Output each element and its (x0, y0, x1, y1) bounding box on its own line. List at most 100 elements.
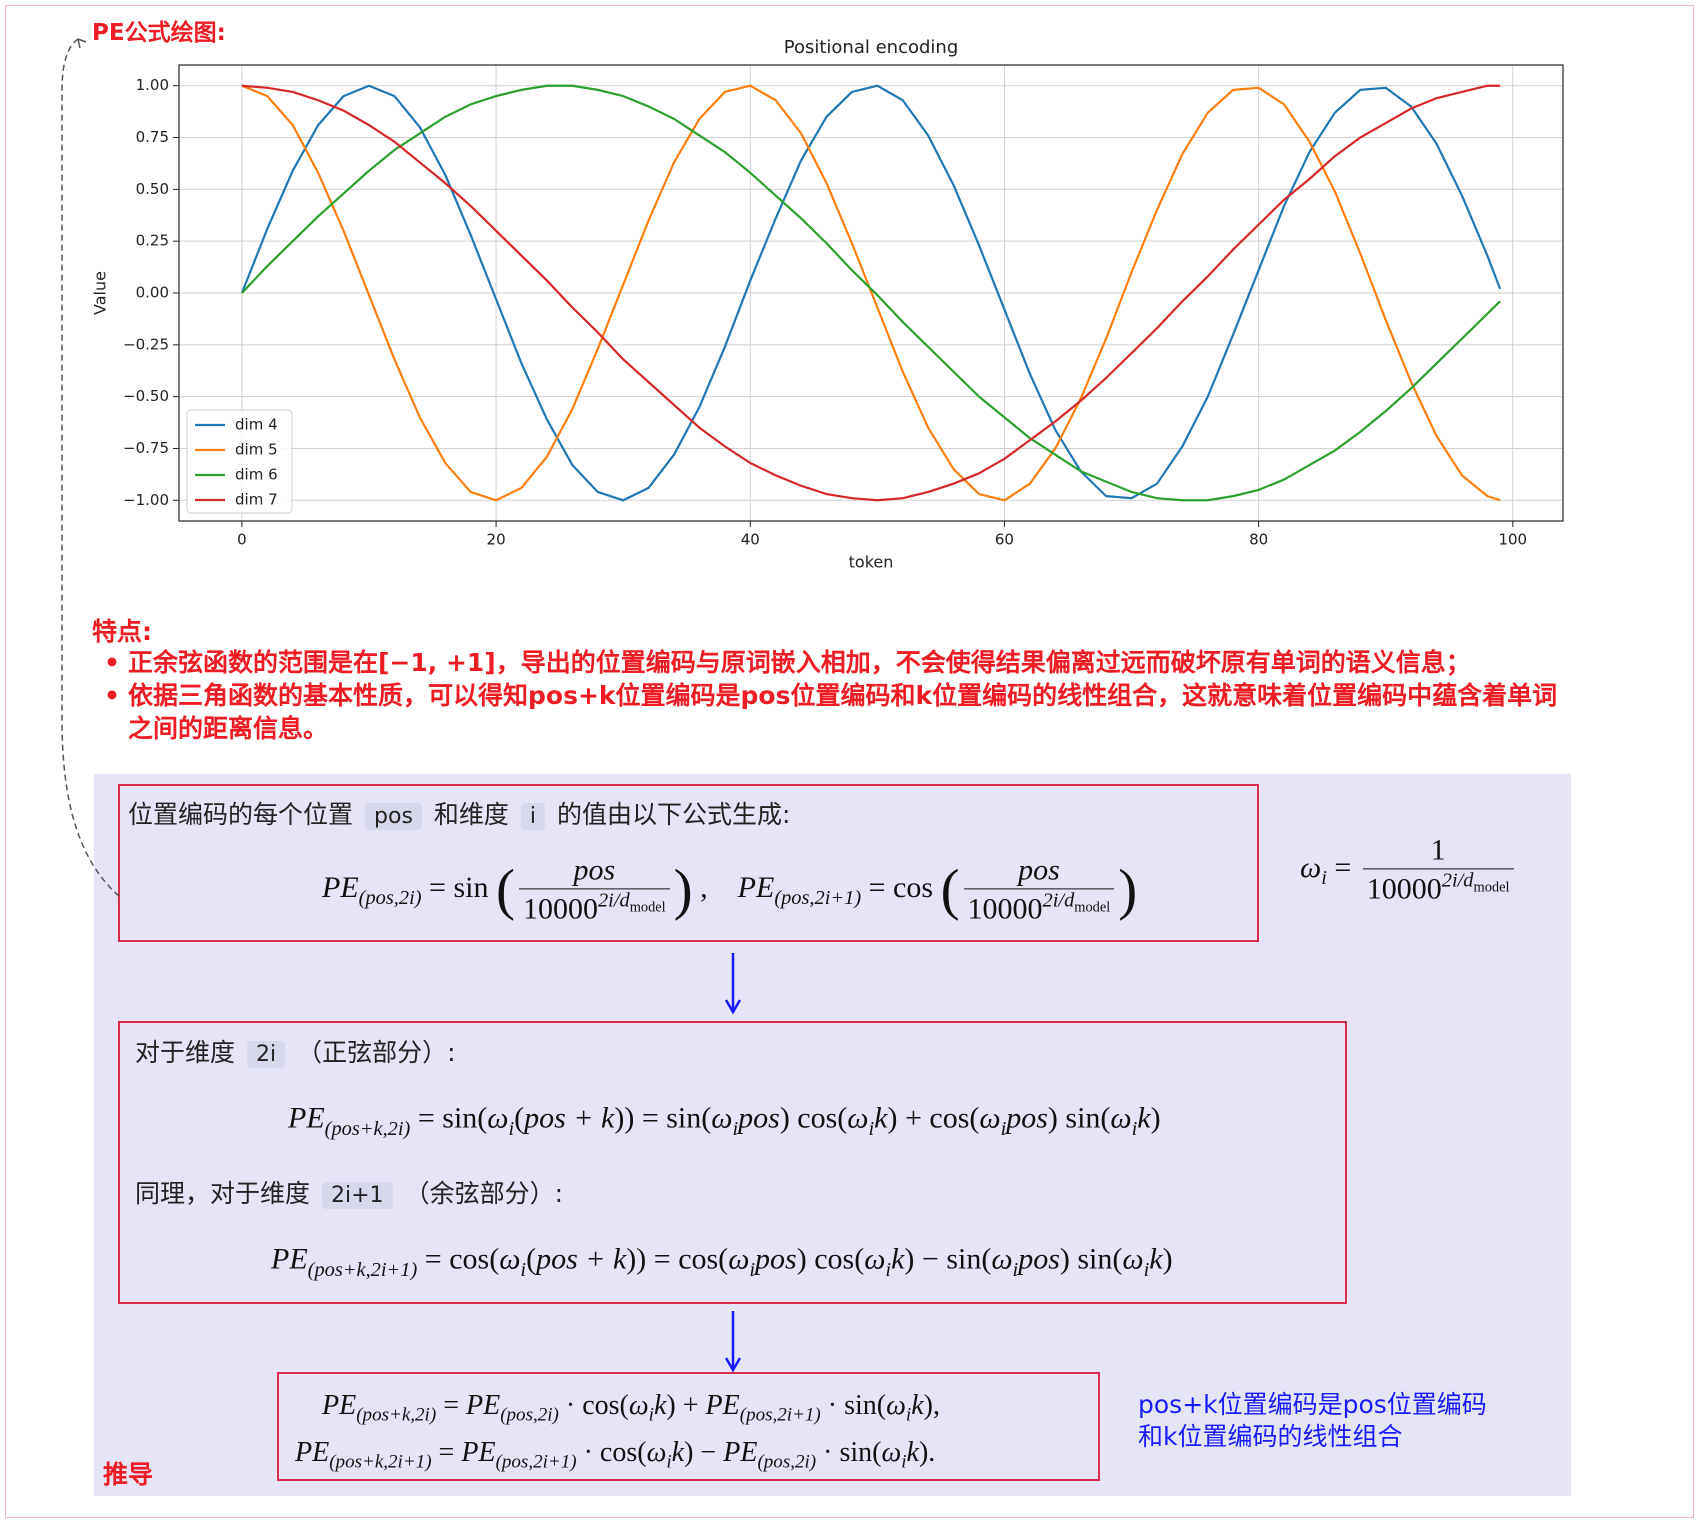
math-it: k (1137, 1101, 1151, 1135)
math-rm: )) = cos( (626, 1242, 729, 1276)
math-it: ω (499, 1242, 521, 1276)
math-it: ω (1110, 1101, 1132, 1135)
x-tick-label: 80 (1249, 531, 1268, 549)
math-rm: 10000 (1366, 872, 1442, 906)
line (241, 84, 1501, 502)
math-it: k (653, 1389, 667, 1421)
math-rm: ( (514, 1101, 525, 1135)
math-it: PE (705, 1389, 740, 1421)
math-it: pos (1006, 1101, 1048, 1135)
numerator: pos (963, 853, 1115, 889)
math-it: ω (711, 1101, 733, 1135)
math-rm: = (431, 1436, 462, 1468)
math-big: ) (1118, 858, 1138, 922)
math-rm: 10000 (522, 892, 598, 926)
math-sub: (pos+k,2i+1) (329, 1451, 432, 1473)
math-sub: i (905, 1404, 912, 1426)
formula: PE(pos+k,2i+1) = PE(pos,2i+1) · cos(ωik)… (295, 1436, 935, 1475)
line (241, 84, 1501, 502)
formula-box (118, 1021, 1347, 1304)
math-it: k (1149, 1242, 1163, 1276)
x-axis-label: token (849, 553, 894, 572)
x-tick-label: 20 (487, 531, 506, 549)
math-it: PE (295, 1436, 330, 1468)
math-rm: ) − sin( (904, 1242, 992, 1276)
y-tick-label: 0.75 (136, 128, 169, 146)
math-sub: i (1143, 1258, 1150, 1281)
section-label: 推导 (103, 1460, 154, 1489)
math-it: ω (487, 1101, 509, 1135)
text: 同理，对于维度 (135, 1179, 311, 1208)
fraction: pos 100002i/dmodel (963, 853, 1115, 927)
math-sub: i (520, 1258, 527, 1281)
math-it: k (911, 1389, 924, 1421)
math-sub: i (749, 1258, 756, 1281)
math-big: ( (940, 858, 960, 922)
axes-frame (178, 64, 1564, 522)
math-rm: · sin( (820, 1389, 887, 1421)
math-big: ( (495, 858, 515, 922)
feature-item: 依据三角函数的基本性质，可以得知pos+k位置编码是pos位置编码和k位置编码的… (104, 679, 1568, 745)
x-tick-label: 40 (741, 531, 760, 549)
legend-label: dim 5 (235, 441, 278, 459)
math-rm: ) cos( (796, 1242, 865, 1276)
math-it: ω (646, 1436, 667, 1468)
text: 位置编码的每个位置 (128, 800, 354, 829)
x-tick-label: 100 (1498, 531, 1527, 549)
intro-line: 对于维度 2i （正弦部分）: (135, 1033, 456, 1069)
math-sub: (pos,2i+1) (774, 887, 862, 910)
y-tick-label: −0.50 (123, 387, 169, 405)
math-sub: i (508, 1117, 515, 1140)
denominator: 100002i/dmodel (519, 889, 670, 927)
math-it: pos + k (536, 1242, 627, 1276)
note-line: pos+k位置编码是pos位置编码 (1138, 1390, 1487, 1419)
math-sub: i (885, 1258, 892, 1281)
y-tick-label: −0.25 (123, 335, 169, 353)
chart: Positional encoding −1.00 −0.75 −0.50 −0.25 0… (91, 37, 1564, 572)
math-it: PE (288, 1101, 325, 1135)
code-chip: 2i (247, 1041, 286, 1068)
math-it: ω (847, 1101, 869, 1135)
math-it: ω (881, 1436, 902, 1468)
math-rm: ) + cos( (887, 1101, 980, 1135)
chart-panel: Positional encoding −1.00 −0.75 −0.50 −0.25 0… (81, 27, 1574, 584)
math-rm: ) sin( (1059, 1242, 1123, 1276)
math-it: ω (979, 1101, 1001, 1135)
math-sub: i (1321, 867, 1327, 890)
math-rm: = sin (421, 870, 496, 904)
math-rm: , (692, 870, 738, 904)
line (240, 84, 1502, 502)
legend-label: dim 6 (235, 466, 278, 484)
intro-line: 同理，对于维度 2i+1 （余弦部分）: (135, 1174, 563, 1210)
math-sub: (pos+k,2i+1) (307, 1258, 418, 1281)
math-it: ω (864, 1242, 886, 1276)
math-sub: (pos,2i+1) (739, 1404, 821, 1426)
math-rm: · sin( (816, 1436, 882, 1468)
x-tick-label: 0 (237, 531, 247, 549)
math-it: ω (1122, 1242, 1144, 1276)
y-tick-label: 0.25 (136, 232, 169, 250)
math-it: PE (737, 870, 775, 904)
feature-item: 正余弦函数的范围是在[−1, +1]，导出的位置编码与原词嵌入相加，不会使得结果… (104, 646, 1568, 679)
math-sub: (pos,2i) (757, 1451, 817, 1473)
features-title: 特点: (92, 617, 152, 646)
math-sub: (pos,2i+1) (495, 1451, 577, 1473)
line (241, 84, 1501, 502)
math-it: PE (465, 1389, 501, 1421)
text: 的值由以下公式生成: (557, 800, 791, 829)
math-rm: ) cos( (779, 1101, 848, 1135)
y-tick-label: −1.00 (123, 491, 169, 509)
math-sup: 2i/d (597, 888, 630, 911)
legend-label: dim 4 (235, 416, 278, 434)
math-big: ) (673, 858, 693, 922)
code-chip: i (520, 803, 546, 830)
math-it: k (891, 1242, 905, 1276)
math-it: pos + k (524, 1101, 615, 1135)
legend-label: dim 7 (235, 491, 278, 509)
formula: PE(pos,2i) = sin (pos 100002i/dmodel) , P… (322, 853, 1137, 926)
math-rm: = (436, 1389, 466, 1421)
math-rm: ). (918, 1436, 936, 1468)
denominator: 100002i/dmodel (964, 889, 1115, 927)
math-sub: (pos+k,2i) (324, 1117, 411, 1140)
math-rm: · cos( (576, 1436, 647, 1468)
